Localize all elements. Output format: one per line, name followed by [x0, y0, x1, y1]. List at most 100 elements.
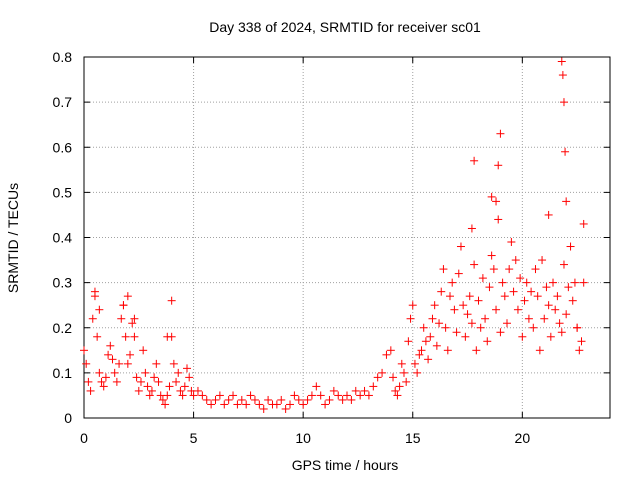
- data-point: [443, 346, 452, 355]
- data-point: [264, 395, 273, 404]
- data-point: [152, 359, 161, 368]
- data-point: [325, 395, 334, 404]
- data-point: [509, 287, 518, 296]
- data-point: [516, 274, 525, 283]
- data-point: [132, 373, 141, 382]
- data-point: [316, 391, 325, 400]
- data-point: [476, 323, 485, 332]
- data-point: [553, 292, 562, 301]
- data-point: [524, 314, 533, 323]
- data-point: [494, 161, 503, 170]
- data-point: [312, 382, 321, 391]
- data-point: [474, 296, 483, 305]
- data-point: [154, 377, 163, 386]
- data-point: [500, 292, 509, 301]
- data-point: [417, 346, 426, 355]
- data-point: [472, 346, 481, 355]
- data-point: [540, 314, 549, 323]
- data-point: [415, 350, 424, 359]
- data-point: [558, 71, 567, 80]
- data-point: [470, 260, 479, 269]
- data-point: [454, 269, 463, 278]
- y-tick-label: 0: [64, 410, 72, 426]
- data-point: [117, 314, 126, 323]
- data-point: [198, 391, 207, 400]
- data-point: [139, 346, 148, 355]
- data-point: [80, 346, 88, 355]
- data-point: [487, 251, 496, 260]
- data-point: [419, 323, 428, 332]
- y-tick-label: 0.2: [53, 320, 73, 336]
- data-point: [351, 386, 360, 395]
- data-point: [356, 391, 365, 400]
- data-point: [167, 296, 176, 305]
- data-point: [143, 382, 152, 391]
- x-tick-label: 15: [405, 430, 421, 446]
- data-point: [294, 395, 303, 404]
- data-point: [110, 368, 119, 377]
- data-point: [511, 256, 520, 265]
- data-point: [259, 404, 268, 413]
- data-point: [564, 283, 573, 292]
- data-point: [185, 373, 194, 382]
- data-point: [461, 332, 470, 341]
- data-point: [527, 287, 536, 296]
- data-point: [360, 386, 369, 395]
- data-point: [459, 301, 468, 310]
- data-point: [121, 332, 130, 341]
- data-point: [487, 192, 496, 201]
- data-point: [439, 265, 448, 274]
- data-point: [496, 328, 505, 337]
- data-point: [211, 395, 220, 404]
- data-point: [432, 341, 441, 350]
- data-point: [104, 350, 113, 359]
- data-point: [180, 382, 189, 391]
- data-point: [220, 400, 229, 409]
- data-point: [189, 391, 198, 400]
- data-point: [386, 346, 395, 355]
- data-point: [369, 382, 378, 391]
- data-point: [533, 292, 542, 301]
- data-point: [408, 301, 417, 310]
- data-point: [246, 391, 255, 400]
- data-point: [544, 210, 553, 219]
- data-point: [303, 395, 312, 404]
- data-point: [95, 368, 104, 377]
- data-point: [452, 328, 461, 337]
- data-point: [329, 386, 338, 395]
- data-point: [551, 305, 560, 314]
- data-point: [492, 305, 501, 314]
- data-point: [163, 332, 172, 341]
- data-point: [566, 242, 575, 251]
- data-point: [161, 400, 170, 409]
- data-point: [334, 391, 343, 400]
- data-point: [463, 310, 472, 319]
- data-point: [193, 386, 202, 395]
- data-point: [126, 350, 135, 359]
- data-point: [299, 400, 308, 409]
- data-point: [570, 278, 579, 287]
- data-point: [382, 350, 391, 359]
- data-point: [502, 319, 511, 328]
- x-tick-label: 0: [80, 430, 88, 446]
- data-point: [424, 355, 433, 364]
- data-point: [128, 319, 137, 328]
- data-point: [531, 265, 540, 274]
- data-point: [579, 278, 588, 287]
- data-point: [410, 359, 419, 368]
- data-point: [106, 341, 115, 350]
- x-tick-label: 10: [295, 430, 311, 446]
- data-point: [435, 319, 444, 328]
- data-point: [202, 395, 211, 404]
- data-point: [165, 382, 174, 391]
- data-point: [557, 328, 566, 337]
- grid-layer: [84, 57, 610, 418]
- data-point: [549, 278, 558, 287]
- data-point: [478, 274, 487, 283]
- data-point: [470, 156, 479, 165]
- data-point: [290, 391, 299, 400]
- data-point: [395, 382, 404, 391]
- data-point: [237, 395, 246, 404]
- data-point: [108, 355, 117, 364]
